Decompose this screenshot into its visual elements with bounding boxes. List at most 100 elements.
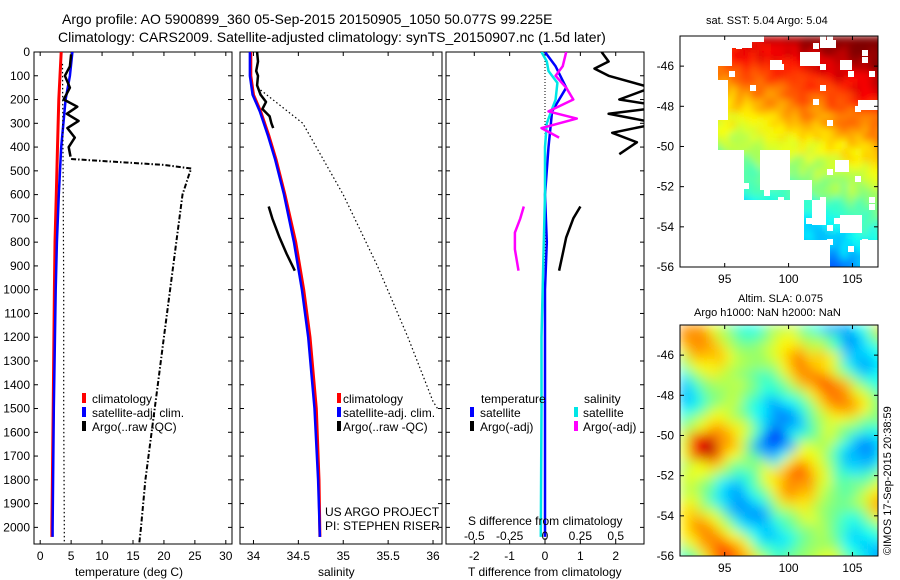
x-tick-label: 35: [337, 549, 351, 563]
sst-cell: [715, 141, 723, 149]
sla-cell: [698, 460, 708, 470]
sla-cell: [833, 460, 843, 470]
sla-cell: [842, 352, 852, 362]
sst-map-frame: [679, 35, 879, 268]
sla-cell: [833, 469, 843, 479]
depth-tick-label: 1400: [3, 378, 30, 392]
sst-cell: [841, 169, 849, 177]
sst-cell: [869, 134, 877, 142]
sla-cell: [680, 442, 690, 452]
sla-cell: [824, 352, 834, 362]
map-x-tick-label: 100: [779, 272, 799, 286]
sla-cell: [743, 550, 753, 556]
sla-cell: [752, 469, 762, 479]
sst-cell: [862, 169, 870, 177]
sst-cell: [771, 92, 779, 100]
sst-cell: [799, 99, 807, 107]
sla-cell: [833, 379, 843, 389]
sst-cell: [771, 120, 779, 128]
sla-cell: [833, 406, 843, 416]
salinity-x-axis: 34 34.5 35 35.5 36: [247, 52, 440, 563]
sla-cell: [752, 406, 762, 416]
sla-cell: [770, 460, 780, 470]
sst-gap-pixel: [855, 176, 861, 182]
sst-cell: [820, 155, 828, 163]
sst-cell: [757, 120, 765, 128]
sst-cell: [834, 99, 842, 107]
sst-cell: [729, 99, 737, 107]
sla-cell: [824, 424, 834, 434]
sla-cell: [752, 478, 762, 488]
sla-cell: [761, 523, 771, 533]
sst-gap: [760, 150, 790, 190]
sst-gap-pixel: [708, 211, 714, 217]
difference-depth-ticks: [446, 51, 644, 528]
sst-cell: [743, 50, 751, 58]
map-y-tick-label: -48: [657, 99, 675, 113]
sst-cell: [785, 127, 793, 135]
sla-cell: [707, 325, 717, 335]
sla-cell: [815, 514, 825, 524]
sla-cell: [752, 325, 762, 335]
sst-cell: [834, 232, 842, 240]
sst-cell: [743, 64, 751, 72]
sla-cell: [752, 559, 762, 569]
sst-cell: [834, 190, 842, 198]
sst-cell: [883, 127, 891, 135]
sst-cell: [799, 106, 807, 114]
sst-cell: [799, 36, 807, 44]
sla-cell: [788, 550, 798, 556]
sla-cell: [725, 379, 735, 389]
sla-cell: [779, 460, 789, 470]
sla-cell: [788, 370, 798, 380]
salinity-plot-area: [239, 51, 443, 545]
sla-cell: [860, 487, 870, 497]
sla-cell: [869, 550, 878, 556]
sla-cell: [878, 379, 888, 389]
sst-cell: [848, 197, 856, 205]
sla-cell: [869, 325, 878, 335]
sla-cell: [788, 460, 798, 470]
sst-cell: [883, 232, 891, 240]
legend-label-satellite: satellite-adj. clim.: [343, 406, 435, 420]
sst-cell: [827, 141, 835, 149]
sst-cell: [848, 169, 856, 177]
sla-cell: [761, 370, 771, 380]
sla-cell: [770, 487, 780, 497]
sst-cell: [862, 155, 870, 163]
sst-cell: [757, 64, 765, 72]
sla-cell: [761, 406, 771, 416]
sla-cell: [788, 334, 798, 344]
sst-cell: [820, 92, 828, 100]
sst-cell: [771, 141, 779, 149]
sla-cell: [779, 514, 789, 524]
sst-cell: [834, 183, 842, 191]
sla-cell: [689, 487, 699, 497]
sst-cell: [799, 127, 807, 135]
sst-cell: [848, 43, 856, 51]
sla-cell: [869, 487, 878, 497]
sla-cell: [797, 496, 807, 506]
sst-cell: [820, 162, 828, 170]
sst-cell: [785, 106, 793, 114]
sst-cell: [792, 113, 800, 121]
sst-cell: [785, 43, 793, 51]
sla-cell: [788, 343, 798, 353]
sla-cell: [689, 343, 699, 353]
sst-cell: [806, 267, 814, 275]
imos-timestamp: ©IMOS 17-Sep-2015 20:38:59: [882, 406, 894, 555]
map-y-tick-label: -54: [657, 220, 675, 234]
sst-cell: [883, 183, 891, 191]
sst-cell: [820, 225, 828, 233]
sla-cell: [815, 433, 825, 443]
sla-cell: [806, 523, 816, 533]
sla-cell: [770, 433, 780, 443]
sst-cell: [883, 36, 891, 44]
sla-cell: [707, 514, 717, 524]
sst-cell: [876, 176, 878, 184]
sst-cell: [771, 85, 779, 93]
sst-cell: [869, 78, 877, 86]
sla-cell: [878, 361, 888, 371]
legend-header-temperature: temperature: [481, 392, 546, 406]
sst-cell: [729, 85, 737, 93]
